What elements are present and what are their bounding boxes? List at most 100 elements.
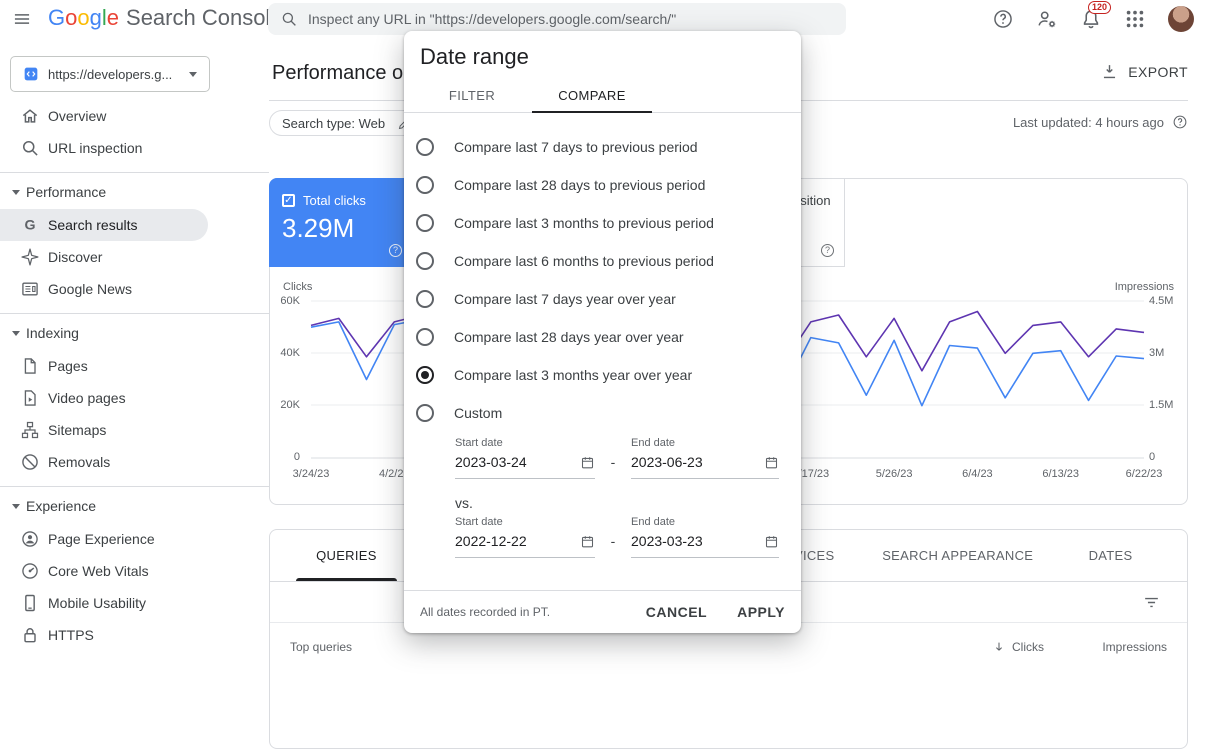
notifications-bell-icon[interactable]: 120 bbox=[1080, 1, 1112, 30]
section-indexing[interactable]: Indexing bbox=[0, 316, 269, 350]
radio-icon[interactable] bbox=[416, 214, 434, 232]
property-label: https://developers.g... bbox=[48, 66, 173, 82]
help-icon[interactable]: ? bbox=[389, 244, 402, 257]
section-performance[interactable]: Performance bbox=[0, 175, 269, 209]
checkbox-checked-icon[interactable]: ✓ bbox=[282, 194, 295, 207]
filter-bar: Search type: Web Last updated: 4 hours a… bbox=[269, 101, 1188, 140]
tab-compare[interactable]: COMPARE bbox=[532, 79, 652, 113]
sidebar-item-https[interactable]: HTTPS bbox=[0, 619, 269, 651]
radio-option-compare-28-days[interactable]: Compare last 28 days to previous period bbox=[404, 166, 801, 204]
range2-start-date-field[interactable]: Start date 2022-12-22 bbox=[455, 516, 595, 558]
option-label: Compare last 6 months to previous period bbox=[454, 253, 714, 269]
option-label: Compare last 28 days year over year bbox=[454, 329, 684, 345]
sidebar-item-label: Discover bbox=[48, 249, 103, 265]
calendar-icon[interactable] bbox=[764, 534, 779, 549]
remove-icon bbox=[20, 452, 40, 472]
help-icon[interactable] bbox=[992, 8, 1014, 30]
field-value: 2023-06-23 bbox=[631, 454, 703, 470]
radio-option-compare-3-months-yoy[interactable]: Compare last 3 months year over year bbox=[404, 356, 801, 394]
column-label: Clicks bbox=[1012, 640, 1044, 654]
sidebar-item-search-results[interactable]: Search results bbox=[0, 209, 208, 241]
help-icon[interactable]: ? bbox=[821, 244, 834, 257]
sidebar-item-overview[interactable]: Overview bbox=[0, 100, 269, 132]
sidebar-item-removals[interactable]: Removals bbox=[0, 446, 269, 478]
search-input[interactable] bbox=[308, 11, 834, 27]
menu-icon[interactable] bbox=[12, 9, 32, 29]
sidebar-item-label: Removals bbox=[48, 454, 111, 470]
sidebar-item-label: Pages bbox=[48, 358, 88, 374]
sidebar: https://developers.g... Overview URL ins… bbox=[0, 38, 269, 664]
radio-icon[interactable] bbox=[416, 404, 434, 422]
property-icon bbox=[23, 66, 39, 82]
range2-end-date-field[interactable]: End date 2023-03-23 bbox=[631, 516, 779, 558]
chevron-down-icon bbox=[189, 71, 197, 77]
y-axis-tick: 60K bbox=[280, 295, 300, 307]
card-total-clicks[interactable]: ✓ Total clicks 3.29M ? bbox=[269, 178, 413, 267]
collapse-arrow-icon bbox=[12, 330, 20, 336]
calendar-icon[interactable] bbox=[580, 455, 595, 470]
radio-option-compare-28-days-yoy[interactable]: Compare last 28 days year over year bbox=[404, 318, 801, 356]
radio-option-compare-6-months[interactable]: Compare last 6 months to previous period bbox=[404, 242, 801, 280]
search-type-chip[interactable]: Search type: Web bbox=[269, 110, 426, 136]
x-axis-tick: 3/24/23 bbox=[292, 468, 330, 480]
settings-users-icon[interactable] bbox=[1036, 8, 1058, 30]
sidebar-item-page-experience[interactable]: Page Experience bbox=[0, 523, 269, 555]
tab-search-appearance[interactable]: SEARCH APPEARANCE bbox=[882, 548, 1034, 563]
column-clicks[interactable]: Clicks bbox=[992, 640, 1044, 654]
divider bbox=[0, 313, 269, 314]
video-file-icon bbox=[20, 388, 40, 408]
sidebar-item-sitemaps[interactable]: Sitemaps bbox=[0, 414, 269, 446]
sidebar-item-video-pages[interactable]: Video pages bbox=[0, 382, 269, 414]
sidebar-item-mobile-usability[interactable]: Mobile Usability bbox=[0, 587, 269, 619]
sidebar-item-url-inspection[interactable]: URL inspection bbox=[0, 132, 269, 164]
radio-option-compare-3-months[interactable]: Compare last 3 months to previous period bbox=[404, 204, 801, 242]
radio-icon[interactable] bbox=[416, 366, 434, 384]
tab-dates[interactable]: DATES bbox=[1088, 548, 1133, 563]
export-button[interactable]: EXPORT bbox=[1100, 62, 1188, 81]
radio-icon[interactable] bbox=[416, 176, 434, 194]
download-icon bbox=[1100, 62, 1119, 81]
export-label: EXPORT bbox=[1128, 63, 1188, 80]
field-label: Start date bbox=[455, 516, 503, 528]
sidebar-item-pages[interactable]: Pages bbox=[0, 350, 269, 382]
radio-icon[interactable] bbox=[416, 290, 434, 308]
radio-icon[interactable] bbox=[416, 252, 434, 270]
radio-option-compare-7-days-yoy[interactable]: Compare last 7 days year over year bbox=[404, 280, 801, 318]
apply-button[interactable]: APPLY bbox=[737, 604, 785, 620]
calendar-icon[interactable] bbox=[764, 455, 779, 470]
avatar[interactable] bbox=[1168, 6, 1194, 32]
y-axis-tick: 4.5M bbox=[1149, 295, 1174, 307]
property-selector[interactable]: https://developers.g... bbox=[10, 56, 210, 92]
tab-queries[interactable]: QUERIES bbox=[270, 530, 423, 581]
date-range-dialog: Date range FILTER COMPARE Compare last 7… bbox=[404, 31, 801, 633]
url-inspection-searchbar[interactable] bbox=[268, 3, 846, 35]
range1-end-date-field[interactable]: End date 2023-06-23 bbox=[631, 437, 779, 479]
radio-option-compare-7-days[interactable]: Compare last 7 days to previous period bbox=[404, 128, 801, 166]
sidebar-item-google-news[interactable]: Google News bbox=[0, 273, 269, 305]
sidebar-item-discover[interactable]: Discover bbox=[0, 241, 269, 273]
tab-filter[interactable]: FILTER bbox=[448, 88, 496, 103]
sidebar-item-label: Video pages bbox=[48, 390, 126, 406]
radio-icon[interactable] bbox=[416, 138, 434, 156]
sidebar-item-label: Overview bbox=[48, 108, 107, 124]
topbar: Google Search Console 120 bbox=[0, 0, 1206, 38]
google-apps-icon[interactable] bbox=[1124, 8, 1146, 30]
x-axis-tick: 5/26/23 bbox=[875, 468, 913, 480]
app-logo[interactable]: Google Search Console bbox=[48, 5, 283, 31]
sidebar-item-label: Core Web Vitals bbox=[48, 563, 149, 579]
calendar-icon[interactable] bbox=[580, 534, 595, 549]
option-label: Compare last 3 months to previous period bbox=[454, 215, 714, 231]
search-icon bbox=[20, 138, 40, 158]
section-experience[interactable]: Experience bbox=[0, 489, 269, 523]
topbar-actions: 120 bbox=[992, 0, 1194, 38]
column-impressions[interactable]: Impressions bbox=[1102, 640, 1167, 654]
sidebar-item-core-web-vitals[interactable]: Core Web Vitals bbox=[0, 555, 269, 587]
range1-start-date-field[interactable]: Start date 2023-03-24 bbox=[455, 437, 595, 479]
filter-icon[interactable] bbox=[1142, 593, 1161, 612]
help-icon[interactable] bbox=[1172, 114, 1188, 130]
column-top-queries[interactable]: Top queries bbox=[290, 640, 353, 654]
radio-icon[interactable] bbox=[416, 328, 434, 346]
cancel-button[interactable]: CANCEL bbox=[645, 604, 708, 620]
radio-option-custom[interactable]: Custom bbox=[404, 394, 801, 432]
y-axis-tick: 40K bbox=[280, 347, 300, 359]
